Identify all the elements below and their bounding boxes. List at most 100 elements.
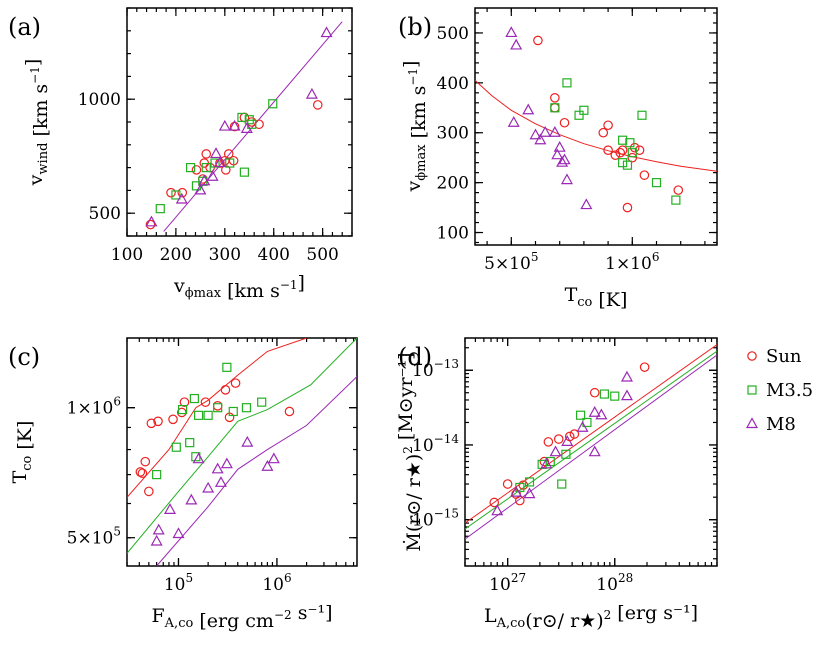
data-point-sun bbox=[673, 185, 684, 195]
data-point-m35 bbox=[618, 158, 628, 168]
data-point-m35 bbox=[557, 479, 567, 489]
data-point-m8 bbox=[553, 140, 566, 152]
data-point-m8 bbox=[213, 156, 226, 168]
data-point-m8 bbox=[163, 503, 177, 514]
data-point-m35 bbox=[171, 442, 181, 452]
data-point-sun bbox=[639, 362, 650, 372]
data-point-sun bbox=[629, 142, 640, 153]
x-tick-label: 105 bbox=[164, 571, 193, 595]
y-tick-label: 10−14 bbox=[412, 432, 459, 456]
data-point-m8 bbox=[551, 148, 564, 160]
data-point-m8 bbox=[175, 192, 188, 204]
data-point-m8 bbox=[576, 421, 589, 432]
fit-line-sun bbox=[475, 79, 717, 172]
data-point-m8 bbox=[220, 457, 233, 469]
data-point-m8 bbox=[556, 155, 569, 167]
series-m35 bbox=[550, 78, 681, 205]
data-point-m8 bbox=[580, 198, 593, 210]
data-point-sun bbox=[617, 145, 628, 155]
data-point-m8 bbox=[152, 523, 165, 535]
data-point-m8 bbox=[588, 405, 601, 417]
data-point-m35 bbox=[524, 477, 535, 487]
data-point-m8 bbox=[210, 147, 223, 159]
data-point-m35 bbox=[228, 406, 238, 417]
data-point-m35 bbox=[241, 403, 252, 413]
data-point-sun bbox=[284, 406, 295, 417]
data-point-sun bbox=[137, 468, 148, 479]
data-point-sun bbox=[220, 385, 231, 395]
legend-label-sun: Sun bbox=[766, 346, 802, 367]
legend-marker-m8 bbox=[745, 417, 759, 429]
x-axis-label: FA,co [erg cm−2 s⁻¹] bbox=[151, 602, 332, 632]
data-point-m35 bbox=[599, 389, 609, 399]
data-point-sun bbox=[201, 149, 212, 159]
data-point-sun bbox=[543, 437, 554, 447]
data-point-sun bbox=[166, 187, 176, 198]
data-point-m8 bbox=[145, 215, 158, 227]
legend-label-m8: M8 bbox=[766, 414, 796, 435]
fit-line-m8 bbox=[156, 376, 357, 566]
data-point-m8 bbox=[510, 485, 523, 497]
data-point-sun bbox=[153, 416, 163, 427]
data-point-m35 bbox=[622, 160, 633, 170]
panel-label: (c) bbox=[8, 343, 40, 371]
data-point-sun bbox=[589, 387, 600, 398]
data-point-sun bbox=[144, 486, 154, 497]
data-point-sun bbox=[598, 127, 609, 138]
data-point-m35 bbox=[627, 148, 637, 158]
data-point-m8 bbox=[211, 462, 224, 474]
data-point-m8 bbox=[620, 370, 633, 382]
data-point-sun bbox=[168, 414, 178, 425]
y-tick-label: 300 bbox=[437, 124, 469, 144]
data-point-m35 bbox=[574, 110, 584, 120]
data-point-m35 bbox=[257, 397, 267, 407]
data-point-sun bbox=[229, 121, 240, 132]
data-point-m8 bbox=[320, 26, 333, 38]
y-tick-label: 1×106 bbox=[67, 395, 121, 419]
data-point-m8 bbox=[206, 169, 219, 181]
y-tick-label: 200 bbox=[437, 174, 469, 194]
x-axis-label: vϕmax [km s−1] bbox=[173, 272, 305, 302]
series-m8 bbox=[505, 26, 593, 210]
data-point-sun bbox=[569, 429, 580, 439]
data-point-m35 bbox=[610, 391, 620, 401]
data-point-m35 bbox=[213, 403, 223, 413]
fit-line-sun bbox=[465, 344, 717, 524]
plot-frame bbox=[464, 337, 718, 567]
data-point-m8 bbox=[505, 26, 518, 38]
data-point-sun bbox=[610, 150, 621, 160]
panel-label: (b) bbox=[398, 13, 432, 41]
y-tick-label: 500 bbox=[437, 24, 469, 44]
x-axis-label: LA,co(r⊙/ r★)2 [erg s⁻¹] bbox=[484, 602, 698, 632]
data-point-m35 bbox=[171, 190, 181, 200]
data-point-m35 bbox=[185, 163, 196, 173]
data-point-m8 bbox=[267, 452, 280, 464]
plot-frame bbox=[126, 337, 358, 567]
data-point-m8 bbox=[192, 452, 205, 464]
panel-b: 5×105 1×106 100 200 300 400 500(b) Tco [K] vϕmax… bbox=[398, 7, 718, 311]
series-m8 bbox=[150, 435, 280, 546]
data-point-m8 bbox=[228, 119, 241, 131]
panel-a: 100 200 300 400 500 500 1000 (a) vϕmax [km s−1] v… bbox=[8, 7, 353, 302]
data-point-sun bbox=[550, 93, 560, 103]
x-tick-label: 106 bbox=[262, 571, 291, 595]
legend-marker-sun bbox=[747, 351, 757, 361]
data-point-sun bbox=[215, 158, 225, 168]
data-point-m35 bbox=[222, 362, 232, 372]
data-point-m35 bbox=[203, 410, 213, 420]
panel-label: (d) bbox=[398, 343, 432, 371]
data-point-sun bbox=[550, 102, 560, 113]
x-tick-label: 200 bbox=[160, 245, 192, 265]
series-sun bbox=[489, 362, 650, 508]
data-point-m8 bbox=[548, 126, 561, 137]
data-point-m35 bbox=[618, 135, 628, 145]
y-tick-label: 10−13 bbox=[412, 357, 459, 381]
x-tick-label: 300 bbox=[209, 245, 241, 265]
data-point-m35 bbox=[155, 204, 165, 214]
series-m8 bbox=[491, 370, 633, 516]
data-point-sun bbox=[627, 152, 638, 163]
y-tick-label: 1000 bbox=[78, 90, 121, 110]
data-point-m35 bbox=[562, 78, 572, 88]
data-point-m35 bbox=[193, 410, 204, 420]
panel-label: (a) bbox=[8, 13, 41, 41]
